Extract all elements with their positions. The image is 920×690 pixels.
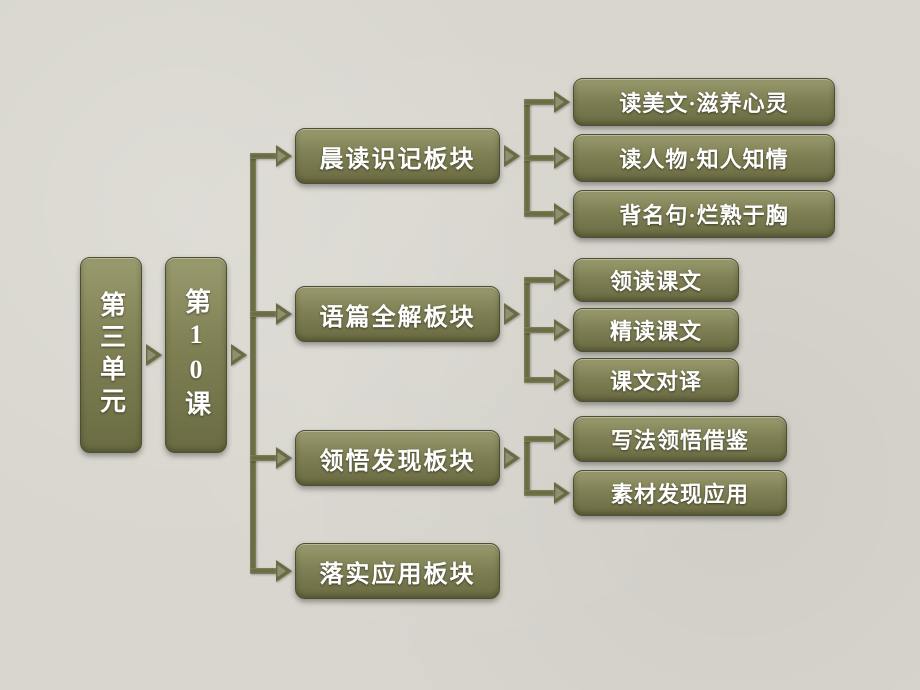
sub-branch-1-2: [524, 377, 554, 383]
arrow-lesson-to-trunk: [231, 344, 247, 366]
branch-h-1: [250, 311, 276, 317]
module-box-1: 语篇全解板块: [295, 286, 500, 342]
leaf-box-2-0: 写法领悟借鉴: [573, 416, 787, 462]
leaf-label-0-2: 背名句·烂熟于胸: [619, 198, 788, 230]
leaf-label-1-1: 精读课文: [610, 314, 702, 346]
root-unit-box: 第三单元: [80, 257, 142, 453]
leaf-box-2-1: 素材发现应用: [573, 470, 787, 516]
leaf-label-1-2: 课文对译: [610, 364, 702, 396]
leaf-label-2-1: 素材发现应用: [611, 477, 749, 509]
sub-branch-2-0: [524, 436, 554, 442]
leaf-box-1-0: 领读课文: [573, 258, 739, 302]
root-unit-label: 第三单元: [93, 291, 130, 419]
arrow-to-module-1: [276, 303, 292, 325]
module-label-3: 落实应用板块: [320, 554, 476, 589]
module-label-1: 语篇全解板块: [320, 297, 476, 332]
arrow-leaf-1-1: [554, 319, 570, 341]
module-box-2: 领悟发现板块: [295, 430, 500, 486]
leaf-label-2-0: 写法领悟借鉴: [611, 423, 749, 455]
arrow-module-2-out: [504, 447, 520, 469]
arrow-module-1-out: [504, 303, 520, 325]
lesson-box: 第10课: [165, 257, 227, 453]
arrow-root-to-lesson: [146, 344, 162, 366]
leaf-box-0-0: 读美文·滋养心灵: [573, 78, 835, 126]
sub-branch-1-1: [524, 327, 554, 333]
sub-trunk-2: [524, 436, 530, 493]
sub-branch-0-1: [524, 155, 554, 161]
leaf-box-0-1: 读人物·知人知情: [573, 134, 835, 182]
arrow-leaf-1-2: [554, 369, 570, 391]
leaf-label-0-0: 读美文·滋养心灵: [619, 86, 788, 118]
arrow-leaf-2-1: [554, 482, 570, 504]
arrow-to-module-3: [276, 560, 292, 582]
arrow-leaf-1-0: [554, 269, 570, 291]
arrow-leaf-2-0: [554, 428, 570, 450]
arrow-leaf-0-2: [554, 203, 570, 225]
sub-branch-2-1: [524, 490, 554, 496]
module-box-3: 落实应用板块: [295, 543, 500, 599]
leaf-box-0-2: 背名句·烂熟于胸: [573, 190, 835, 238]
sub-branch-0-2: [524, 211, 554, 217]
arrow-leaf-0-1: [554, 147, 570, 169]
arrow-leaf-0-0: [554, 91, 570, 113]
module-label-2: 领悟发现板块: [320, 441, 476, 476]
sub-branch-0-0: [524, 99, 554, 105]
module-box-0: 晨读识记板块: [295, 128, 500, 184]
module-label-0: 晨读识记板块: [320, 139, 476, 174]
arrow-to-module-2: [276, 447, 292, 469]
leaf-label-0-1: 读人物·知人知情: [619, 142, 788, 174]
sub-branch-1-0: [524, 277, 554, 283]
branch-h-3: [250, 568, 276, 574]
main-trunk-vertical: [250, 153, 256, 571]
branch-h-0: [250, 153, 276, 159]
arrow-module-0-out: [504, 145, 520, 167]
arrow-to-module-0: [276, 145, 292, 167]
leaf-box-1-1: 精读课文: [573, 308, 739, 352]
leaf-box-1-2: 课文对译: [573, 358, 739, 402]
lesson-label: 第10课: [178, 288, 215, 422]
branch-h-2: [250, 455, 276, 461]
leaf-label-1-0: 领读课文: [610, 264, 702, 296]
